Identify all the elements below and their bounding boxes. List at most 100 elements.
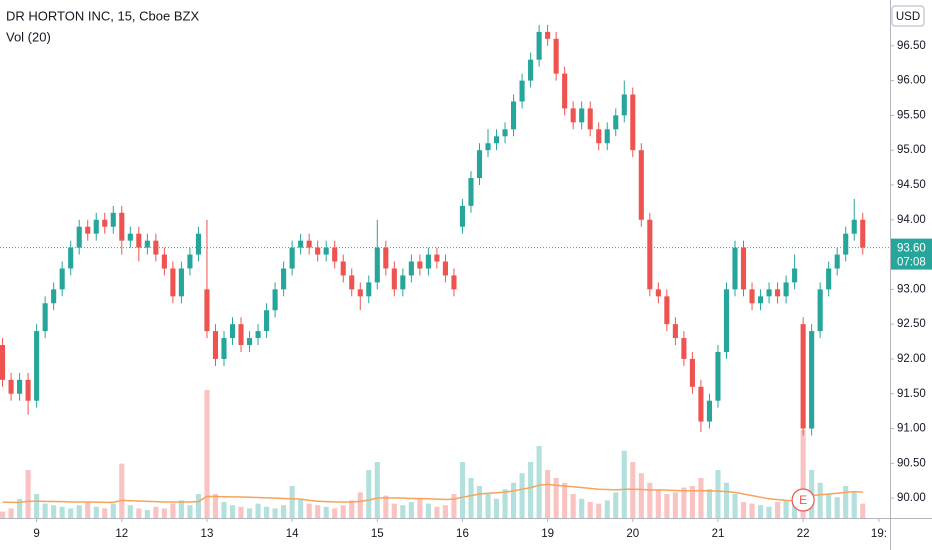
volume-bar [238,506,244,518]
x-tick-label: 19 [541,528,554,540]
volume-bar [511,482,517,518]
volume-bar [153,506,159,518]
volume-bar [800,430,806,518]
y-tick-label: 95.50 [897,109,926,121]
volume-bar [485,494,491,518]
volume-bar [468,478,474,518]
volume-bar [579,498,585,518]
volume-bar [298,498,304,518]
volume-bar [621,450,627,518]
volume-bar [178,500,184,518]
candle-body [264,310,270,332]
volume-bar [272,508,278,518]
volume-bar [851,492,857,518]
candle-body [68,247,74,269]
volume-bar [25,470,31,518]
currency-box[interactable] [891,5,925,27]
volume-bar [0,511,6,518]
candle-body [366,282,372,297]
volume-bar [715,470,721,518]
candle-body [749,289,755,304]
candle-body [51,289,57,304]
volume-bar [630,462,636,518]
y-tick-label: 92.50 [897,318,926,330]
candle-body [502,129,508,137]
earnings-label: E [799,493,807,507]
candle-body [102,219,108,227]
candle-body [119,212,125,241]
candle-body [587,108,593,130]
y-tick-label: 96.50 [897,40,926,52]
candle-body [323,247,329,255]
volume-bar [519,473,525,518]
volume-bar [332,508,338,518]
candle-body [8,379,14,394]
volume-bar [775,502,781,518]
candle-body [664,296,670,325]
candle-body [374,247,380,283]
y-tick-label: 91.00 [897,423,926,435]
volume-bar [689,486,695,518]
candle-body [476,150,483,179]
candle-body [434,254,440,262]
candle-body [442,261,448,276]
candle-body [775,289,781,297]
candle-body [826,268,832,290]
candle-body [451,275,457,290]
volume-bar [255,503,261,518]
volume-bar [161,508,167,518]
volume-bar [604,500,610,518]
candle-body [289,247,295,269]
candle-body [817,289,823,332]
volume-bar [476,486,483,518]
candle-body [579,108,585,123]
candle-body [851,219,857,234]
volume-bar [59,506,65,518]
volume-bar [306,503,312,518]
candle-body [732,247,738,290]
volume-bar [757,505,764,518]
candle-body [536,31,542,60]
candle-body [238,324,244,346]
volume-bar [119,463,125,518]
candle-body [357,289,363,297]
y-tick-label: 90.50 [897,457,926,469]
volume-bar [528,462,534,518]
candle-body [459,205,466,227]
candle-body [485,143,491,151]
last-price-label: 93.60 [897,243,926,255]
candle-body [689,358,695,387]
candle-body [638,150,644,220]
volume-bar [281,505,287,518]
candle-body [519,80,525,102]
candle-body [272,289,278,311]
volume-bar [732,494,738,518]
candle-body [562,73,568,109]
volume-bar [843,486,849,518]
candle-body [255,331,261,339]
candle-body [468,178,474,206]
y-tick-label: 96.00 [897,75,926,87]
volume-bar [400,505,406,518]
x-tick-label: 21 [712,528,725,540]
volume-bar [93,506,99,518]
volume-bar [442,505,448,518]
volume-bar [570,494,576,518]
volume-bar [451,494,457,518]
volume-bar [17,498,23,518]
candle-body [604,129,610,144]
volume-bar [315,505,321,518]
currency-label[interactable]: USD [896,11,920,23]
candle-body [93,219,99,234]
candle-body [400,275,406,290]
candle-body [783,282,789,297]
volume-bar [459,462,466,518]
volume-bar [374,462,380,518]
x-tick-label: 13 [201,528,214,540]
candle-body [723,289,730,352]
candle-body [596,129,602,144]
volume-bar [144,510,150,518]
candle-body [42,303,48,332]
volume-bar [826,494,832,518]
